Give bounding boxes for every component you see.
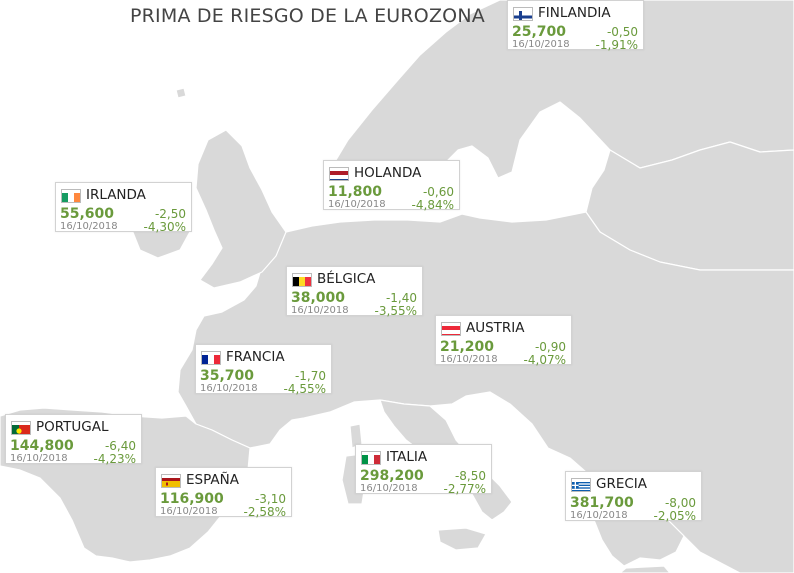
netherlands-flag-icon: [329, 167, 349, 181]
portugal-flag-icon: [11, 421, 31, 435]
change-value: -6,40: [104, 439, 136, 453]
change-value: -1,70: [294, 369, 326, 383]
change-percent: -4,07%: [523, 353, 566, 367]
italy-flag-icon: [361, 451, 381, 465]
risk-premium-value: 21,200: [440, 339, 495, 355]
date-label: 16/10/2018: [570, 510, 628, 521]
country-card-ireland[interactable]: IRLANDA 55,600 -2,50 16/10/2018 -4,30%: [55, 182, 192, 234]
risk-premium-value: 25,700: [512, 24, 567, 40]
country-name: AUSTRIA: [466, 320, 525, 336]
risk-premium-value: 144,800: [10, 438, 74, 454]
risk-premium-value: 298,200: [360, 468, 424, 484]
ireland-flag-icon: [61, 189, 81, 203]
change-value: -0,60: [422, 185, 454, 199]
risk-premium-value: 55,600: [60, 206, 115, 222]
date-label: 16/10/2018: [200, 383, 258, 394]
country-name: IRLANDA: [86, 187, 146, 203]
change-value: -1,40: [385, 291, 417, 305]
change-value: -8,00: [664, 496, 696, 510]
country-name: FINLANDIA: [538, 5, 611, 21]
country-name: ESPAÑA: [186, 472, 239, 488]
country-card-austria[interactable]: AUSTRIA 21,200 -0,90 16/10/2018 -4,07%: [435, 315, 572, 367]
great-britain: [195, 129, 287, 289]
change-percent: -4,30%: [143, 220, 186, 234]
risk-premium-value: 381,700: [570, 495, 634, 511]
greece-flag-icon: [571, 478, 591, 492]
risk-premium-value: 116,900: [160, 491, 224, 507]
country-card-italy[interactable]: ITALIA 298,200 -8,50 16/10/2018 -2,77%: [355, 444, 492, 496]
austria-flag-icon: [441, 322, 461, 336]
france-flag-icon: [201, 351, 221, 365]
date-label: 16/10/2018: [291, 305, 349, 316]
change-value: -3,10: [254, 492, 286, 506]
country-card-netherlands[interactable]: HOLANDA 11,800 -0,60 16/10/2018 -4,84%: [323, 160, 460, 212]
date-label: 16/10/2018: [328, 199, 386, 210]
country-name: GRECIA: [596, 476, 648, 492]
risk-premium-value: 35,700: [200, 368, 255, 384]
finland-flag-icon: [513, 7, 533, 21]
change-percent: -4,84%: [411, 198, 454, 212]
country-name: PORTUGAL: [36, 419, 109, 435]
change-value: -0,90: [534, 340, 566, 354]
date-label: 16/10/2018: [160, 506, 218, 517]
country-card-finland[interactable]: FINLANDIA 25,700 -0,50 16/10/2018 -1,91%: [507, 0, 644, 52]
change-percent: -2,05%: [653, 509, 696, 523]
change-value: -8,50: [454, 469, 486, 483]
date-label: 16/10/2018: [60, 221, 118, 232]
change-percent: -4,55%: [283, 382, 326, 396]
country-card-portugal[interactable]: PORTUGAL 144,800 -6,40 16/10/2018 -4,23%: [5, 414, 142, 466]
country-card-belgium[interactable]: BÉLGICA 38,000 -1,40 16/10/2018 -3,55%: [286, 266, 423, 318]
country-name: BÉLGICA: [317, 271, 376, 287]
change-percent: -2,58%: [243, 505, 286, 519]
change-percent: -1,91%: [595, 38, 638, 52]
date-label: 16/10/2018: [10, 453, 68, 464]
country-name: FRANCIA: [226, 349, 285, 365]
change-percent: -4,23%: [93, 452, 136, 466]
belgium-flag-icon: [292, 273, 312, 287]
date-label: 16/10/2018: [512, 39, 570, 50]
spain-flag-icon: [161, 474, 181, 488]
sicily: [437, 527, 487, 551]
crete: [619, 565, 671, 573]
change-percent: -3,55%: [374, 304, 417, 318]
country-card-greece[interactable]: GRECIA 381,700 -8,00 16/10/2018 -2,05%: [565, 471, 702, 523]
country-card-spain[interactable]: ESPAÑA 116,900 -3,10 16/10/2018 -2,58%: [155, 467, 292, 519]
faroe-islands: [175, 87, 187, 99]
risk-premium-value: 11,800: [328, 184, 383, 200]
change-percent: -2,77%: [443, 482, 486, 496]
change-value: -2,50: [154, 207, 186, 221]
map-title: PRIMA DE RIESGO DE LA EUROZONA: [130, 5, 485, 27]
change-value: -0,50: [606, 25, 638, 39]
risk-premium-value: 38,000: [291, 290, 346, 306]
country-name: ITALIA: [386, 449, 428, 465]
date-label: 16/10/2018: [360, 483, 418, 494]
country-card-france[interactable]: FRANCIA 35,700 -1,70 16/10/2018 -4,55%: [195, 344, 332, 396]
country-name: HOLANDA: [354, 165, 422, 181]
date-label: 16/10/2018: [440, 354, 498, 365]
